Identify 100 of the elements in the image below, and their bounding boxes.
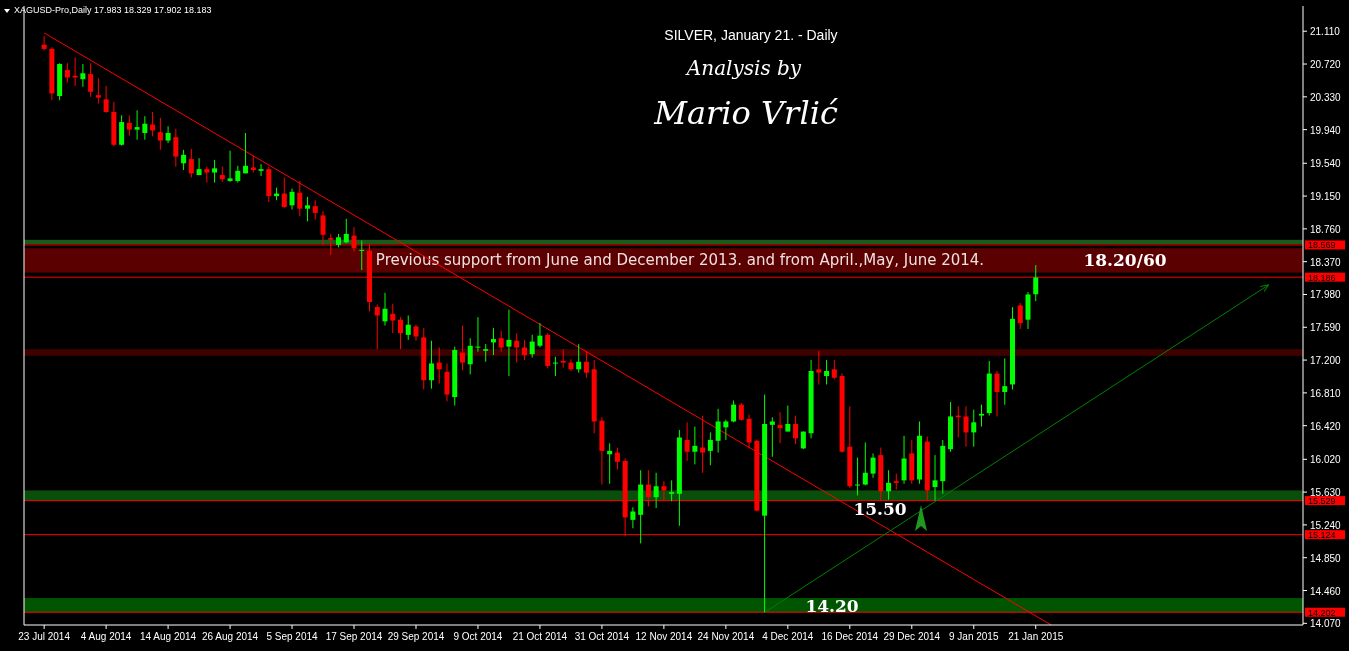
y-tick-label: 19.150 [1310, 191, 1342, 203]
candlestick [746, 414, 752, 449]
candlestick [390, 303, 396, 334]
x-tick-label: 21 Oct 2014 [512, 631, 568, 642]
candlestick [979, 404, 985, 428]
candlestick [731, 399, 737, 423]
candlestick [305, 196, 311, 222]
candlestick [816, 350, 822, 385]
candlestick [700, 415, 706, 474]
candlestick [119, 114, 125, 147]
candlestick [560, 348, 566, 369]
candlestick [630, 506, 636, 529]
candlestick [227, 150, 233, 183]
candlestick [142, 115, 148, 141]
candlestick [188, 148, 194, 179]
candlestick [343, 218, 349, 244]
candlestick [498, 330, 504, 353]
ref-line-label: 18.186 [1308, 272, 1336, 283]
candlestick [971, 409, 977, 448]
ref-line-label: 15.529 [1308, 496, 1336, 507]
y-tick-label: 19.940 [1310, 124, 1342, 136]
ref-line-label: 15.124 [1308, 530, 1336, 541]
y-tick-label: 17.200 [1310, 355, 1342, 367]
ref-line-label: 18.569 [1308, 240, 1336, 251]
x-tick-label: 9 Oct 2014 [453, 631, 503, 642]
candlestick [521, 339, 527, 361]
candlestick [901, 435, 907, 485]
candlestick [95, 77, 101, 105]
candlestick [785, 404, 791, 433]
candlestick [459, 325, 465, 371]
x-tick-label: 23 Jul 2014 [18, 631, 71, 642]
ref-line-label: 14.202 [1308, 607, 1336, 618]
y-tick-label: 18.370 [1310, 256, 1342, 268]
candlestick [165, 125, 171, 144]
candlestick [723, 419, 729, 441]
candlestick [359, 240, 365, 271]
candlestick [281, 177, 287, 209]
candlestick [707, 431, 713, 466]
candlestick [669, 479, 675, 502]
x-tick-label: 14 Aug 2014 [140, 631, 197, 642]
y-tick-label: 21.110 [1310, 26, 1341, 38]
candlestick [181, 149, 187, 171]
x-tick-label: 21 Jan 2015 [1008, 631, 1064, 642]
candlestick [444, 362, 450, 402]
y-tick-label: 17.980 [1310, 289, 1342, 301]
candlestick [382, 292, 388, 327]
candlestick [824, 359, 830, 385]
x-tick-label: 12 Nov 2014 [635, 631, 693, 642]
candlestick [41, 35, 47, 52]
candlestick [529, 334, 535, 359]
candlestick [932, 454, 938, 502]
candlestick [312, 199, 318, 221]
candlestick [405, 315, 411, 341]
x-tick-label: 9 Jan 2015 [949, 631, 999, 642]
candlestick [88, 62, 94, 98]
annotation: 18.20/60 [1083, 250, 1167, 270]
candlestick [793, 415, 799, 445]
y-tick-label: 14.070 [1310, 618, 1342, 630]
candlestick [994, 370, 1000, 417]
candlestick [769, 416, 775, 458]
candlestick [475, 316, 481, 353]
candlestick [374, 304, 380, 350]
text: Analysis by [684, 56, 802, 80]
candlestick [243, 132, 249, 174]
annotation: 14.20 [805, 596, 859, 616]
candlestick [134, 109, 140, 141]
candlestick [80, 63, 86, 88]
candlestick [583, 350, 589, 379]
candlestick [289, 188, 295, 211]
x-tick-label: 4 Dec 2014 [762, 631, 814, 642]
x-tick-label: 24 Nov 2014 [697, 631, 755, 642]
candlestick [398, 316, 403, 350]
y-tick-label: 18.760 [1310, 223, 1342, 235]
x-tick-label: 5 Sep 2014 [266, 631, 319, 642]
y-tick-label: 19.540 [1310, 158, 1342, 170]
candlestick [614, 447, 620, 470]
y-tick-label: 14.850 [1310, 552, 1342, 564]
y-tick-label: 15.240 [1310, 519, 1342, 531]
x-tick-label: 29 Sep 2014 [387, 631, 445, 642]
x-tick-label: 29 Dec 2014 [883, 631, 941, 642]
x-tick-label: 26 Aug 2014 [201, 631, 259, 642]
y-tick-label: 16.020 [1310, 454, 1342, 466]
annotation: Mario Vrlić [653, 94, 838, 132]
candlestick [212, 159, 218, 184]
candlestick [552, 356, 558, 377]
y-tick-label: 20.720 [1310, 59, 1342, 71]
candlestick [653, 472, 659, 509]
y-tick-label: 15.630 [1310, 487, 1342, 499]
candlestick [1002, 357, 1008, 406]
candlestick [831, 359, 837, 380]
annotation: XAGUSD-Pro,Daily 17.983 18.329 17.902 18.183 [14, 5, 212, 15]
x-tick-label: 4 Aug 2014 [80, 631, 132, 642]
candlestick [963, 405, 969, 448]
candlestick [157, 117, 163, 151]
y-tick-label: 16.420 [1310, 420, 1342, 432]
candlestick [862, 442, 868, 486]
candlestick [684, 421, 690, 462]
candlestick [258, 163, 264, 177]
candlestick [870, 452, 876, 479]
candlestick [855, 457, 861, 496]
